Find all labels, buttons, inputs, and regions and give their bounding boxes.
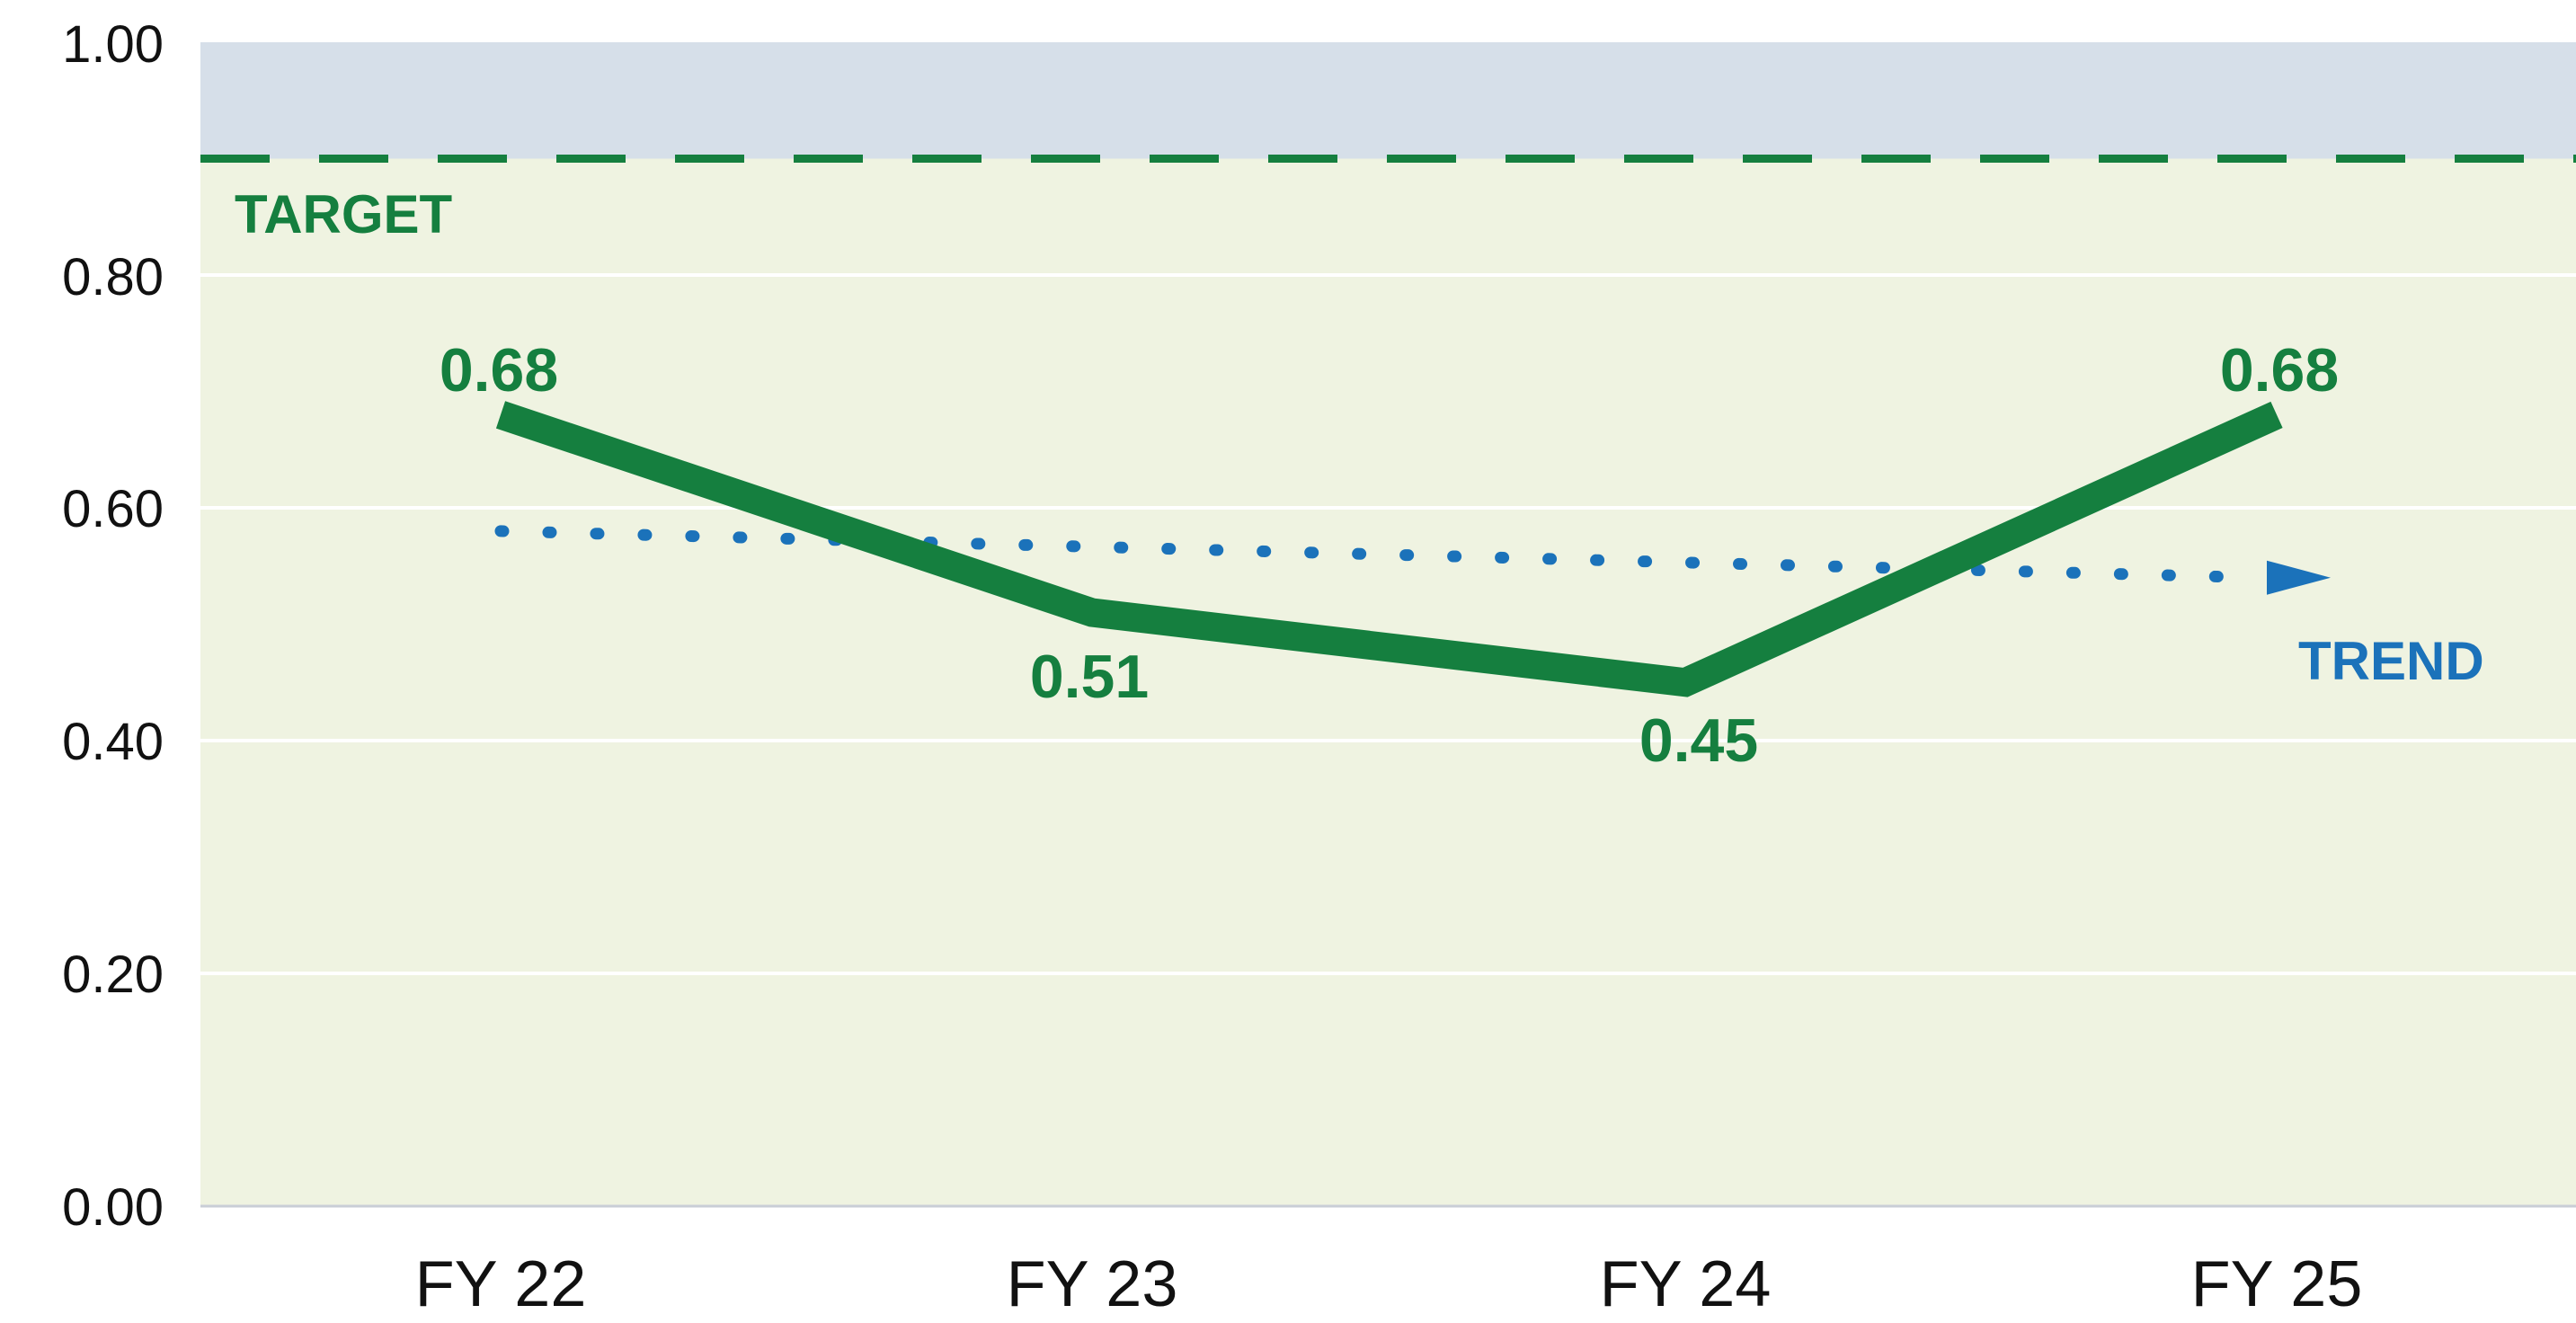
y-tick-label: 0.40 <box>62 713 164 771</box>
x-tick-label-fy25: FY 25 <box>2191 1248 2363 1320</box>
trend-arrow-icon <box>2267 560 2331 595</box>
target-label: TARGET <box>235 184 452 244</box>
y-tick-label: 0.60 <box>62 480 164 538</box>
y-tick-label: 0.80 <box>62 248 164 306</box>
target-band <box>200 42 2576 159</box>
data-label-fy24: 0.45 <box>1639 706 1758 775</box>
trend-label: TREND <box>2298 631 2484 691</box>
series-line-actual <box>495 401 2283 697</box>
data-label-fy25: 0.68 <box>2220 336 2339 404</box>
data-label-fy22: 0.68 <box>440 336 558 404</box>
y-tick-label: 0.00 <box>62 1178 164 1237</box>
data-label-fy23: 0.51 <box>1030 643 1149 711</box>
x-tick-label-fy24: FY 24 <box>1600 1248 1772 1320</box>
gridlines <box>200 273 2576 975</box>
plot-area <box>200 42 2576 1206</box>
y-tick-label: 1.00 <box>62 15 164 74</box>
trend-line <box>494 525 2264 584</box>
x-axis: FY 22 FY 23 FY 24 FY 25 <box>415 1248 2363 1320</box>
data-labels: 0.68 0.51 0.45 0.68 <box>440 336 2339 775</box>
x-tick-label-fy22: FY 22 <box>415 1248 587 1320</box>
y-axis: 0.00 0.20 0.40 0.60 0.80 1.00 <box>62 15 164 1237</box>
x-tick-label-fy23: FY 23 <box>1007 1248 1178 1320</box>
y-tick-label: 0.20 <box>62 946 164 1004</box>
